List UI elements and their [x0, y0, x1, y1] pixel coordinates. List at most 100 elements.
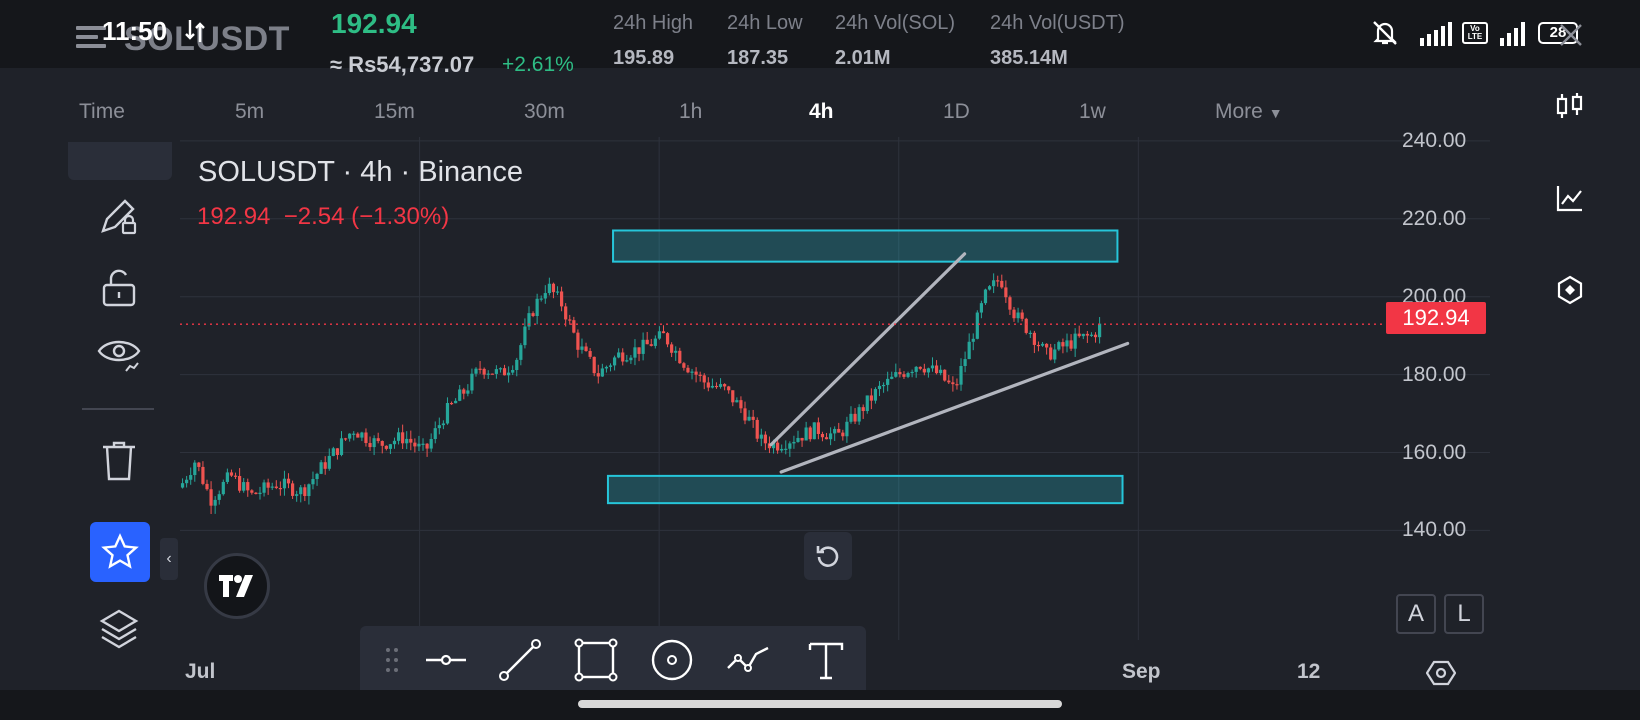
candle-body [1016, 312, 1020, 319]
candle-body [812, 422, 816, 440]
candle-body [833, 428, 837, 434]
trash-icon[interactable] [92, 434, 146, 488]
candle-body [710, 385, 714, 388]
eye-icon[interactable] [92, 328, 146, 382]
candle-body [694, 371, 698, 375]
candle-body [311, 479, 315, 485]
circle-icon[interactable] [650, 638, 694, 682]
candle-body [747, 416, 751, 421]
favorites-button[interactable] [90, 522, 150, 582]
layers-icon[interactable] [92, 602, 146, 656]
candle-body [380, 441, 384, 446]
candle-body [926, 368, 931, 373]
signal-icon [1420, 22, 1452, 46]
candle-body [364, 432, 368, 444]
candle-body [617, 352, 621, 358]
candle-body [771, 442, 776, 449]
candle-body [751, 416, 755, 420]
pencil-lock-icon[interactable] [92, 190, 146, 244]
candle-body [482, 368, 486, 375]
candle-body [869, 395, 873, 401]
candle-body [841, 432, 845, 437]
candle-body [417, 443, 421, 447]
hamburger-menu-icon[interactable] [76, 26, 106, 54]
candle-body [686, 367, 690, 373]
candle-body [409, 438, 413, 443]
close-icon[interactable] [1556, 20, 1586, 50]
x-tick-12: 12 [1297, 660, 1321, 683]
approx-inr: ≈ Rs54,737.07 [330, 52, 475, 77]
candle-body [963, 359, 967, 367]
zones [606, 229, 1124, 505]
interval-4h[interactable]: 4h [809, 100, 834, 123]
candle-body [780, 448, 784, 451]
unlock-icon[interactable] [92, 260, 146, 314]
change-pct: +2.61% [502, 53, 574, 76]
candle-body [1000, 280, 1004, 288]
indicator-chart-icon[interactable] [1554, 182, 1586, 214]
candle-body [470, 373, 474, 391]
hexagon-settings-icon[interactable] [1554, 274, 1586, 306]
candle-body [588, 351, 592, 357]
candle-body [861, 407, 865, 412]
candle-body [1036, 344, 1041, 347]
candle-body [608, 365, 613, 367]
tradingview-logo [204, 553, 270, 619]
candle-body [767, 443, 772, 449]
trend-line-icon[interactable] [498, 638, 542, 682]
chart-settings-icon[interactable] [1426, 658, 1456, 688]
price-chart[interactable] [0, 136, 1640, 696]
candles-icon[interactable] [1554, 90, 1586, 122]
candle-body [951, 382, 955, 385]
candle-body [233, 475, 238, 477]
toolbar-top-handle[interactable] [68, 142, 172, 180]
candle-body [1004, 287, 1008, 298]
candle-body [902, 374, 906, 377]
candle-body [983, 289, 988, 304]
path-icon[interactable] [726, 638, 770, 682]
drag-handle-icon[interactable] [370, 638, 414, 682]
interval-1w[interactable]: 1w [1079, 100, 1106, 123]
candle-body [254, 492, 258, 495]
interval-more[interactable]: More ▼ [1215, 100, 1283, 123]
candle-body [665, 333, 670, 345]
y-tick-label: 140.00 [1402, 518, 1467, 542]
auto-scale-button[interactable]: A [1396, 594, 1436, 634]
text-icon[interactable] [804, 638, 848, 682]
log-scale-button[interactable]: L [1444, 594, 1484, 634]
candle-body [975, 312, 979, 339]
candle-body [845, 421, 849, 437]
chart-grid [180, 137, 1490, 640]
candle-body [996, 280, 1000, 282]
candle-body [189, 475, 193, 480]
stat-24h-vol-sol: 24h Vol(SOL) 2.01M [835, 12, 956, 69]
candle-body [1045, 343, 1049, 348]
candle-body [808, 427, 812, 440]
reset-chart-button[interactable] [804, 532, 852, 580]
candle-body [486, 373, 490, 375]
pair-title[interactable]: SOLUSDT [124, 20, 290, 58]
candle-body [792, 441, 796, 444]
candle-body [515, 359, 519, 370]
stat-24h-high: 24h High 195.89 [613, 12, 694, 69]
interval-1d[interactable]: 1D [943, 100, 970, 123]
collapse-toolbar-button[interactable]: ‹ [160, 538, 178, 580]
candle-body [763, 434, 767, 444]
system-status-icons: Vo LTE 28 [1370, 16, 1600, 52]
rectangle-icon[interactable] [574, 638, 618, 682]
horizontal-ray-icon[interactable] [424, 638, 468, 682]
candle-body [454, 400, 458, 404]
candle-body [555, 291, 560, 293]
interval-time[interactable]: Time [79, 100, 125, 123]
candle-body [1089, 334, 1094, 336]
candle-body [246, 482, 250, 491]
interval-1h[interactable]: 1h [679, 100, 703, 123]
candle-body [584, 346, 588, 352]
interval-15m[interactable]: 15m [374, 100, 415, 123]
candle-body [714, 385, 719, 388]
candle-body [242, 482, 246, 491]
interval-5m[interactable]: 5m [235, 100, 265, 123]
candle-body [282, 478, 287, 489]
home-indicator[interactable] [578, 700, 1062, 708]
interval-30m[interactable]: 30m [524, 100, 565, 123]
